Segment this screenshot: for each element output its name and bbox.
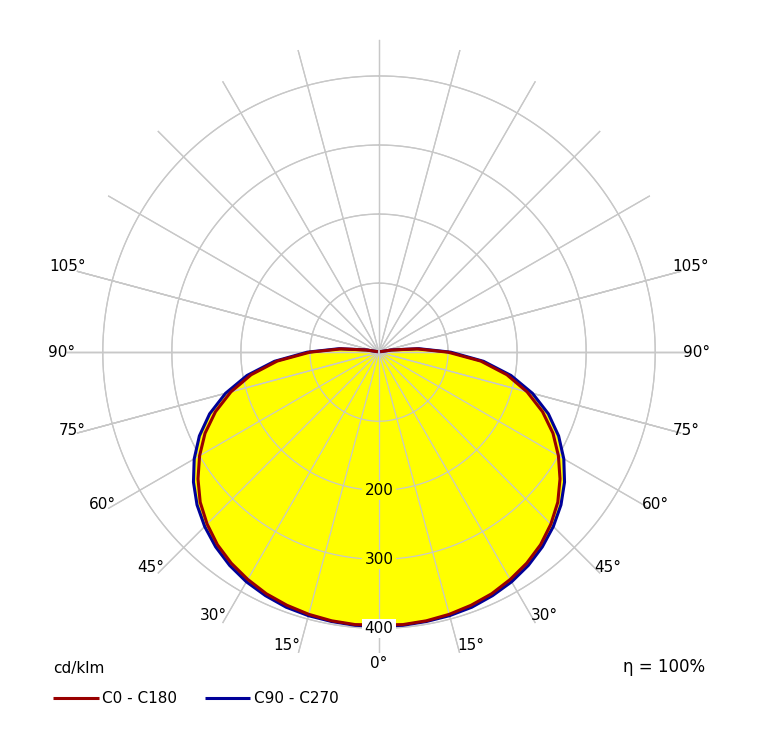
Text: 200: 200 <box>365 482 393 498</box>
Text: η = 100%: η = 100% <box>623 658 705 676</box>
Text: 90°: 90° <box>683 345 710 359</box>
Text: 45°: 45° <box>594 559 621 575</box>
Text: 90°: 90° <box>48 345 75 359</box>
Text: 30°: 30° <box>200 608 227 623</box>
Text: 0°: 0° <box>371 656 387 671</box>
Text: 400: 400 <box>365 621 393 636</box>
Text: 45°: 45° <box>137 559 164 575</box>
Text: C90 - C270: C90 - C270 <box>254 691 339 706</box>
Text: 15°: 15° <box>274 638 300 653</box>
Text: 300: 300 <box>365 552 393 567</box>
Text: 15°: 15° <box>458 638 484 653</box>
Polygon shape <box>193 349 565 627</box>
Text: 30°: 30° <box>531 608 558 623</box>
Text: cd/klm: cd/klm <box>53 661 105 676</box>
Text: C0 - C180: C0 - C180 <box>102 691 177 706</box>
Text: 60°: 60° <box>89 497 116 512</box>
Text: 105°: 105° <box>672 258 709 273</box>
Text: 75°: 75° <box>58 424 86 439</box>
Text: 60°: 60° <box>642 497 669 512</box>
Text: 105°: 105° <box>49 258 86 273</box>
Text: 75°: 75° <box>672 424 700 439</box>
